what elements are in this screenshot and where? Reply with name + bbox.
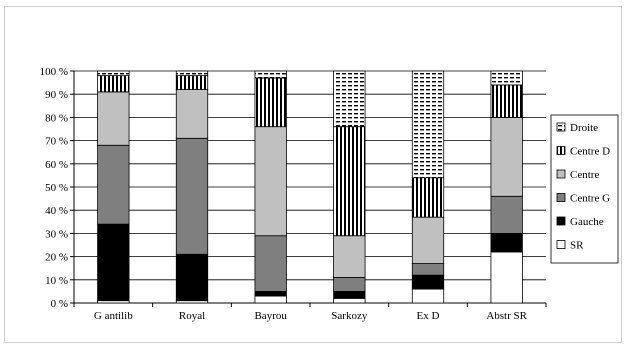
x-tick-label: G antilib [94,310,133,322]
legend-label: Droite [570,122,598,134]
legend-swatch-centre [556,169,566,179]
y-tick-label: 10 % [45,275,68,287]
bar-segment-gauche [333,290,366,299]
bar-stack-ex-d [411,70,445,304]
bar-segment-centre-d [490,84,523,118]
y-tick-label: 60 % [45,159,68,171]
bar-segment-sr [254,295,287,304]
legend-label: Gauche [570,216,604,228]
bar-stack-abstr-sr [490,70,523,304]
bar-segment-centre-g [490,195,523,234]
bar-stack-royal [175,70,209,304]
x-tick-label: Bayrou [254,310,287,322]
bar-segment-droite [333,70,366,128]
bar-segment-gauche [175,253,209,302]
bar-segment-droite [411,70,445,179]
bar-segment-sr [411,288,445,304]
bar-segment-droite [97,70,130,77]
y-tick-label: 20 % [45,252,68,264]
bar-segment-droite [254,70,287,79]
bar-segment-centre-g [175,137,209,255]
bar-segment-centre-g [411,263,445,276]
legend-label: Centre [570,169,599,181]
bar-segment-sr [333,297,366,304]
bar-segment-centre [411,216,445,264]
legend-swatch-gauche [556,216,566,226]
y-tick-label: 50 % [45,182,68,194]
bar-segment-centre [490,117,523,197]
bar-segment-droite [175,70,209,77]
x-tick-label: Sarkozy [331,310,368,322]
legend-swatch-centre-d [556,146,566,155]
y-tick-label: 100 % [40,66,68,78]
x-tick-label: Abstr SR [486,310,527,322]
bar-segment-gauche [411,274,445,290]
legend: Droite Centre D Centre Centre G Gauche SR [550,114,619,264]
gridlines [74,70,546,304]
bar-segment-centre-d [175,75,209,90]
legend-label: SR [570,240,584,252]
legend-label: Centre G [570,193,610,205]
bar-segment-centre-g [333,277,366,292]
bar-stack-bayrou [254,70,287,304]
bars [97,70,523,304]
bar-segment-centre-d [254,77,287,128]
legend-swatch-droite [556,122,566,132]
bar-segment-sr [490,251,523,304]
bar-segment-droite [490,70,523,86]
bar-segment-centre-d [97,75,130,93]
bar-segment-centre-g [254,235,287,292]
bar-segment-centre-d [411,177,445,218]
bar-stack-sarkozy [333,70,366,304]
y-tick-label: 40 % [45,205,68,217]
bar-segment-gauche [490,232,523,253]
legend-swatch-centre-g [556,193,566,202]
bar-segment-centre [254,126,287,237]
x-tick-label: Ex D [417,310,440,322]
y-tick-label: 90 % [45,89,68,101]
bar-segment-centre [175,89,209,139]
y-tick-label: 30 % [45,228,68,240]
y-tick-label: 80 % [45,112,68,124]
x-tick-label: Royal [179,310,205,322]
y-tick-label: 0 % [51,298,68,310]
y-tick-label: 70 % [45,136,68,148]
bar-segment-centre-g [97,144,130,225]
legend-swatch-sr [556,240,566,249]
bar-segment-centre [333,235,366,278]
bar-segment-gauche [254,290,287,297]
axes: 0 % 10 % 20 % 30 % 40 % 50 % 60 % 70 % 80 % 90 % 1… [40,66,547,322]
legend-label: Centre D [570,146,610,158]
bar-stack-g-antilib [97,70,130,304]
bar-segment-centre [97,91,130,146]
bar-segment-centre-d [333,126,366,237]
bar-segment-gauche [97,223,130,302]
legend-box [550,114,619,264]
